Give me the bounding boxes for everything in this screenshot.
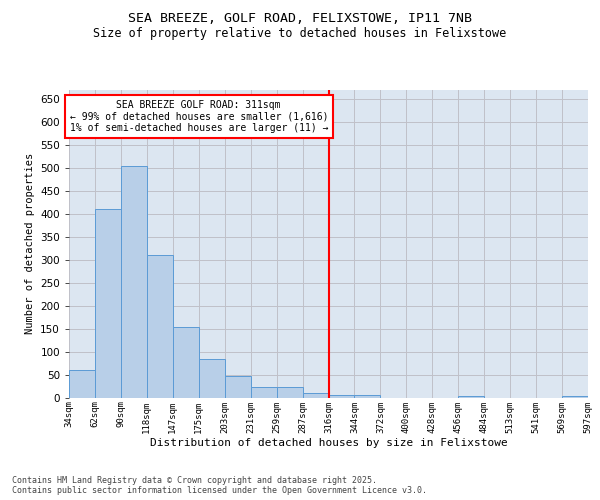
Bar	[225, 376, 251, 398]
Y-axis label: Number of detached properties: Number of detached properties	[25, 153, 35, 334]
Text: SEA BREEZE GOLF ROAD: 311sqm
← 99% of detached houses are smaller (1,616)
1% of : SEA BREEZE GOLF ROAD: 311sqm ← 99% of de…	[70, 100, 328, 134]
Bar	[199, 360, 224, 398]
Bar	[329, 394, 355, 398]
Bar	[458, 396, 484, 398]
Bar	[69, 370, 95, 398]
Bar	[251, 388, 277, 398]
Bar	[121, 166, 147, 398]
Bar	[147, 255, 173, 398]
X-axis label: Distribution of detached houses by size in Felixstowe: Distribution of detached houses by size …	[149, 438, 508, 448]
Bar	[95, 210, 121, 398]
Bar	[173, 328, 199, 398]
Text: Size of property relative to detached houses in Felixstowe: Size of property relative to detached ho…	[94, 28, 506, 40]
Bar	[562, 396, 588, 398]
Bar	[302, 394, 329, 398]
Text: Contains HM Land Registry data © Crown copyright and database right 2025.
Contai: Contains HM Land Registry data © Crown c…	[12, 476, 427, 495]
Text: SEA BREEZE, GOLF ROAD, FELIXSTOWE, IP11 7NB: SEA BREEZE, GOLF ROAD, FELIXSTOWE, IP11 …	[128, 12, 472, 26]
Bar	[277, 388, 302, 398]
Bar	[355, 394, 380, 398]
